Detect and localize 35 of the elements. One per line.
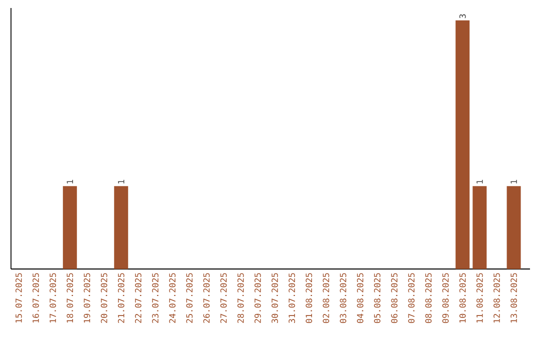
data-label: 3	[459, 14, 466, 18]
x-tick-label: 31.07.2025	[288, 273, 296, 323]
x-tick-label: 16.07.2025	[32, 273, 39, 322]
data-label: 1	[118, 180, 124, 184]
x-tick-label: 01.08.2025	[306, 273, 312, 323]
x-tick-label: 19.07.2025	[84, 273, 90, 322]
x-tick-label: 15.07.2025	[15, 273, 22, 322]
x-tick-label: 17.07.2025	[50, 273, 56, 322]
x-tick-label: 21.07.2025	[118, 273, 124, 323]
x-tick-label: 11.08.2025	[476, 273, 483, 322]
x-tick-label: 02.08.2025	[322, 273, 330, 323]
x-tick-label: 23.07.2025	[152, 273, 158, 323]
x-tick-label: 25.07.2025	[186, 273, 193, 323]
x-tick-label: 20.07.2025	[100, 273, 108, 323]
data-label: 1	[510, 180, 517, 184]
x-tick-label: 04.08.2025	[356, 273, 364, 323]
x-tick-label: 07.08.2025	[408, 273, 415, 323]
data-label: 1	[66, 180, 73, 184]
x-tick-label: 27.07.2025	[220, 273, 227, 323]
x-tick-label: 24.07.2025	[169, 273, 176, 323]
x-tick-label: 05.08.2025	[374, 273, 380, 323]
x-tick-label: 12.08.2025	[494, 273, 500, 322]
x-tick-label: 18.07.2025	[66, 273, 74, 322]
x-tick-label: 28.07.2025	[237, 273, 244, 323]
x-tick-label: 26.07.2025	[203, 273, 210, 323]
data-label: 1	[476, 180, 483, 184]
x-tick-label: 30.07.2025	[272, 273, 278, 323]
x-tick-label: 29.07.2025	[254, 273, 261, 323]
x-tick-label: 22.07.2025	[134, 273, 142, 323]
x-tick-label: 13.08.2025	[510, 273, 517, 322]
x-tick-label: 09.08.2025	[442, 273, 449, 323]
x-tick-label: 03.08.2025	[340, 273, 346, 323]
x-tick-label: 06.08.2025	[391, 273, 398, 323]
x-tick-label: 10.08.2025	[459, 273, 466, 322]
x-tick-label: 08.08.2025	[425, 273, 432, 323]
